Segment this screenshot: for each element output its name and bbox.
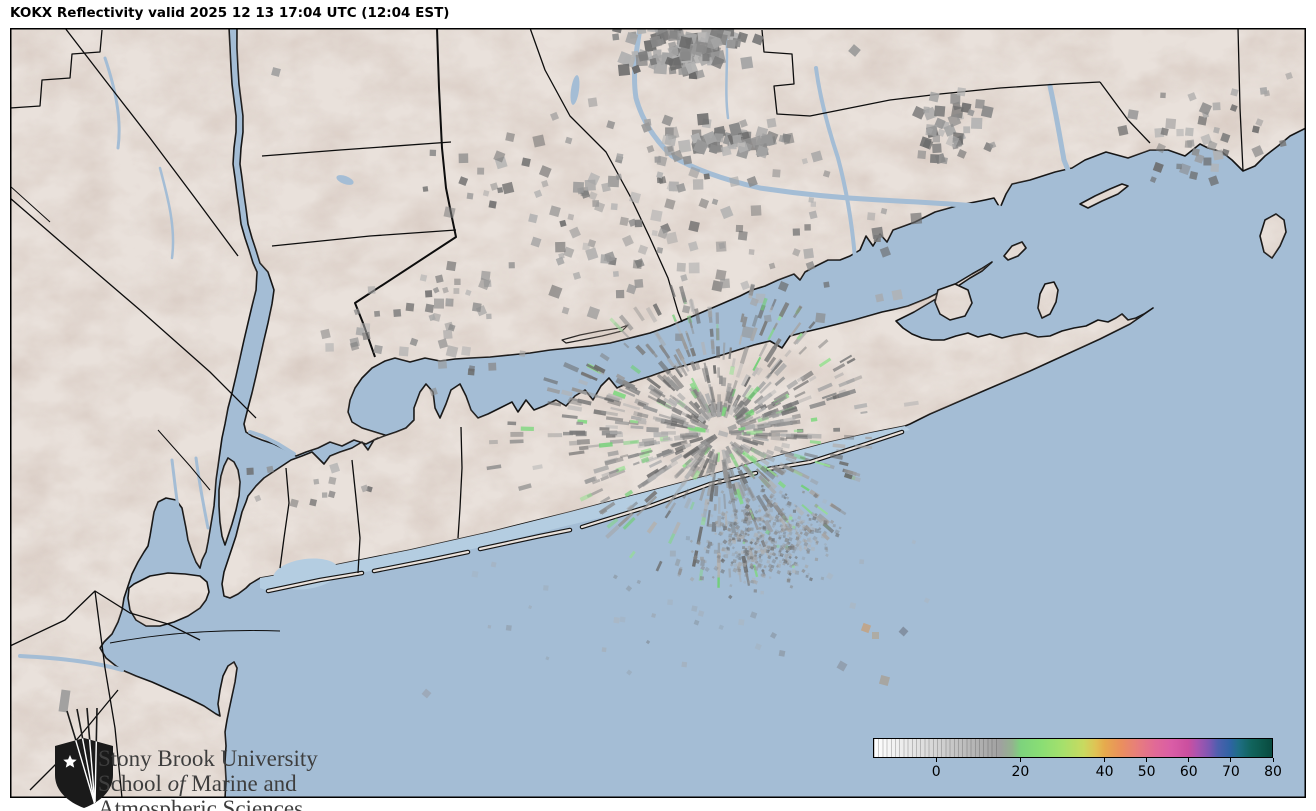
ny-nj-border — [10, 197, 257, 419]
map-canvas — [10, 28, 1306, 798]
map-title: KOKX Reflectivity valid 2025 12 13 17:04… — [10, 5, 450, 21]
radar-map: Stony Brook University School of Marine … — [10, 28, 1306, 811]
ulster-county-steps — [10, 29, 103, 109]
hartford-county-steps — [761, 29, 1101, 117]
colorbar-tick — [935, 758, 937, 762]
colorbar-tick-label: 40 — [1095, 764, 1114, 780]
raritan-river — [18, 654, 124, 672]
colorbar-bin-stripes — [874, 739, 1000, 757]
wallkill-river — [103, 56, 121, 150]
thames-river — [1047, 83, 1071, 173]
ct-ri-border — [1237, 28, 1244, 172]
putnam-westchester-line — [271, 229, 457, 247]
colorbar-tick-label: 0 — [931, 764, 941, 780]
croton-reservoir — [336, 175, 354, 185]
radar-echoes — [58, 28, 1293, 713]
harlem-river — [248, 430, 296, 456]
colorbar-tick-label: 20 — [1011, 764, 1030, 780]
orange-putnam-line — [64, 28, 239, 257]
harbor-marine-line — [109, 630, 281, 644]
reflectivity-colorbar: 0 20 40 50 60 70 80 — [873, 738, 1282, 786]
colorbar-tick — [1146, 758, 1148, 762]
queens-nassau-line — [351, 459, 361, 574]
barrier-islands — [265, 429, 905, 594]
passaic-river — [170, 458, 184, 535]
newlondon-county-line — [1099, 81, 1151, 144]
colorbar-tick — [1188, 758, 1190, 762]
nj-county-line-a — [10, 185, 51, 223]
colorbar-tick — [1272, 758, 1274, 762]
fairfield-newhaven-line — [529, 28, 683, 323]
candlewood-lake — [570, 75, 580, 105]
colorbar-tick — [1104, 758, 1106, 762]
nassau-suffolk-line — [457, 426, 463, 539]
nj-county-line-b — [10, 590, 201, 647]
colorbar-tick-label: 50 — [1137, 764, 1156, 780]
bergen-line — [157, 429, 211, 491]
logo-line-3: Atmospheric Sciences — [98, 796, 304, 811]
nj-county-line-c — [94, 590, 123, 798]
map-frame — [10, 28, 1306, 798]
housatonic-river — [814, 66, 857, 260]
colorbar-tick — [1230, 758, 1232, 762]
brooklyn-queens-line — [279, 467, 290, 569]
hackensack-river — [194, 456, 210, 530]
colorbar-tick — [1019, 758, 1021, 762]
colorbar-tick-label: 70 — [1221, 764, 1240, 780]
colorbar-gradient — [873, 738, 1273, 758]
colorbar-tick-label: 80 — [1264, 764, 1282, 780]
colorbar-tick-label: 60 — [1179, 764, 1198, 780]
ny-stream — [158, 166, 175, 260]
dutchess-putnam-line — [261, 141, 452, 157]
